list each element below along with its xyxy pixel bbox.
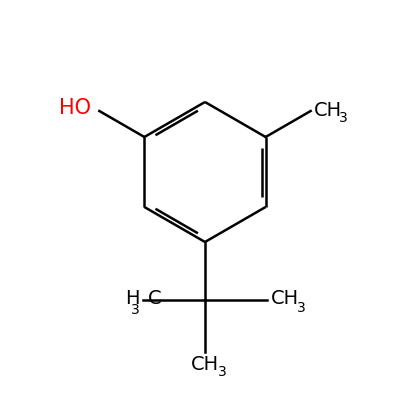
Text: 3: 3	[131, 303, 140, 317]
Text: CH: CH	[191, 355, 219, 374]
Text: H: H	[126, 288, 140, 308]
Text: C: C	[148, 288, 162, 308]
Text: 3: 3	[218, 365, 227, 379]
Text: 3: 3	[339, 110, 348, 124]
Text: 3: 3	[297, 301, 306, 315]
Text: CH: CH	[271, 288, 299, 308]
Text: HO: HO	[59, 98, 91, 118]
Text: CH: CH	[314, 100, 342, 120]
